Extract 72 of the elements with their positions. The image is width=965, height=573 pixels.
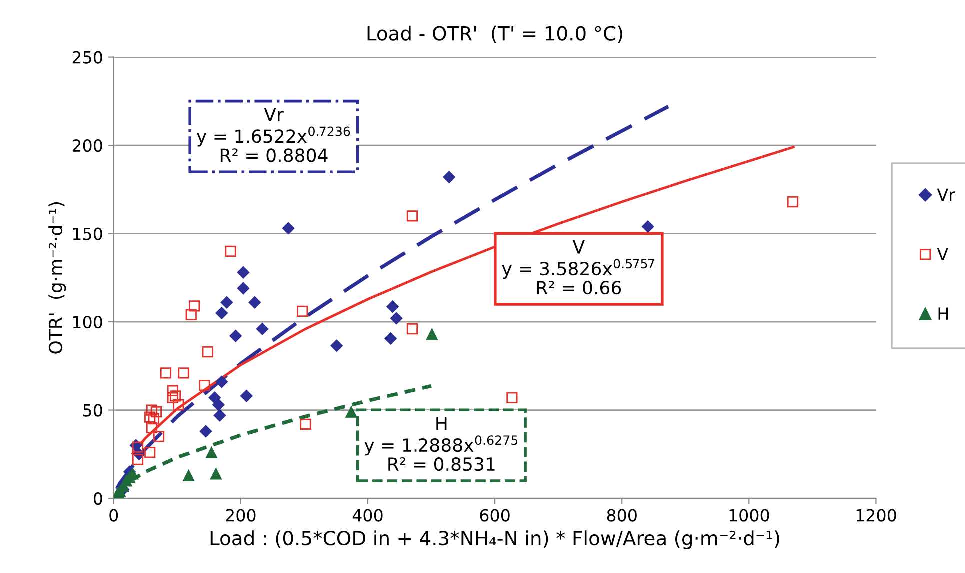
point [132, 442, 144, 453]
point [144, 412, 156, 423]
x-axis-title: Load : (0.5*COD in + 4.3*NH₄-N in) * Flow/Area (g·m⁻²·d⁻¹) [210, 530, 780, 550]
point [300, 418, 312, 430]
point [386, 300, 400, 314]
y-tick-label: 250 [72, 51, 102, 64]
point [390, 312, 403, 325]
point [212, 398, 225, 412]
chart-title: Load - OTR' (T' = 10.0 °C) [368, 26, 622, 44]
point [216, 306, 228, 320]
y-tick-label: 150 [73, 228, 102, 240]
point [214, 409, 226, 422]
y-tick-label: 0 [94, 492, 102, 506]
x-tick-label: 600 [480, 509, 510, 522]
point [248, 296, 262, 309]
point [150, 406, 162, 418]
point [237, 282, 250, 295]
point [240, 390, 253, 402]
x-tick-label: 1000 [730, 509, 770, 522]
point [153, 431, 165, 442]
y-tick-label: 100 [73, 316, 102, 329]
point [346, 406, 358, 418]
legend-label: Vr [937, 188, 956, 201]
point [330, 340, 344, 352]
point [210, 468, 222, 480]
point [132, 454, 144, 466]
point [160, 368, 172, 379]
point [406, 210, 418, 222]
point [642, 220, 654, 233]
annotation: V y = 3.5826x$^{0.5757}$ R² = 0.66 [502, 240, 654, 295]
point [182, 470, 195, 482]
point [230, 330, 242, 342]
point [170, 390, 182, 402]
point [167, 392, 179, 404]
legend-label: H [938, 308, 948, 320]
point [202, 346, 214, 358]
y-tick-label: 50 [84, 404, 102, 417]
point [167, 385, 179, 396]
point [220, 296, 234, 309]
legend-label: V [937, 248, 948, 260]
x-tick-label: 400 [352, 509, 383, 522]
x-tick-label: 200 [226, 509, 256, 522]
point [506, 392, 518, 404]
point [178, 368, 190, 379]
point [216, 376, 228, 388]
point [146, 404, 158, 416]
annotation: Vr y = 1.6522x$^{0.7236}$ R² = 0.8804 [196, 108, 350, 162]
point [146, 422, 158, 434]
x-tick-label: 0 [110, 509, 118, 522]
point [384, 332, 398, 346]
y-axis-title: OTR' (g·m⁻²·d⁻¹) [48, 202, 66, 354]
point [443, 171, 456, 184]
point [225, 246, 236, 257]
x-tick-label: 1200 [856, 509, 896, 522]
y-tick-label: 200 [72, 140, 102, 152]
point [144, 447, 156, 458]
point [256, 322, 269, 336]
point [426, 328, 438, 340]
point [282, 222, 295, 235]
point [406, 324, 418, 335]
annotation: H y = 1.2888x$^{0.6275}$ R² = 0.8531 [364, 417, 518, 472]
point [148, 414, 160, 425]
point [296, 306, 308, 317]
point [173, 399, 184, 411]
point [787, 196, 799, 208]
point [199, 380, 210, 392]
x-tick-label: 800 [607, 509, 637, 522]
point [237, 266, 250, 279]
point [186, 309, 197, 321]
point [188, 300, 200, 312]
point [200, 425, 212, 438]
point [206, 446, 218, 459]
